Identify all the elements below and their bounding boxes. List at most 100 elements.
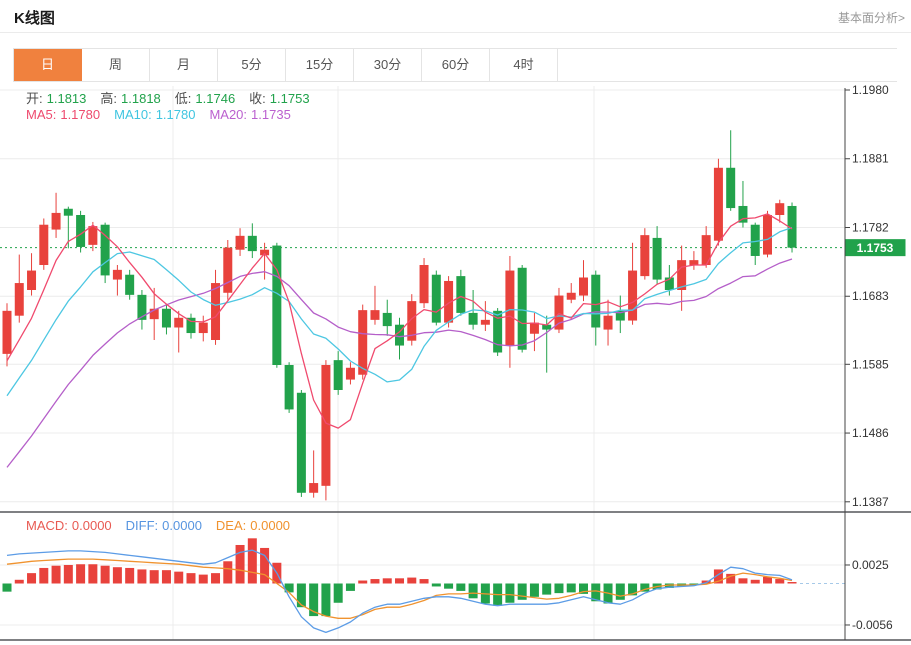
- candle-body: [689, 260, 699, 265]
- candle-body: [211, 283, 221, 340]
- candle-body: [345, 367, 355, 380]
- candle-body: [579, 277, 589, 296]
- candle-body: [174, 317, 184, 328]
- candle-body: [468, 312, 478, 325]
- candle-body: [51, 212, 61, 230]
- period-tab-6[interactable]: 60分: [422, 49, 490, 81]
- macd-bar: [762, 576, 772, 584]
- candle-body: [787, 205, 797, 248]
- candle-body: [640, 235, 650, 277]
- macd-bar: [542, 583, 552, 595]
- macd-bar: [14, 579, 24, 584]
- period-tab-3[interactable]: 5分: [218, 49, 286, 81]
- candle-body: [480, 319, 490, 325]
- candle-body: [186, 317, 196, 334]
- macd-bar: [260, 547, 270, 584]
- candle-body: [701, 235, 711, 265]
- candle-body: [395, 324, 405, 346]
- candle-body: [762, 214, 772, 255]
- ohlc-legend: 开: 1.1813 高: 1.1818 低: 1.1746 收: 1.1753: [26, 88, 324, 107]
- candle-body: [713, 167, 723, 241]
- macd-bar: [419, 579, 429, 584]
- candle-body: [382, 312, 392, 327]
- macd-bar: [309, 583, 319, 617]
- candle-body: [284, 364, 294, 410]
- macd-bar: [345, 583, 355, 591]
- candle-body: [628, 270, 638, 321]
- candle-body: [39, 224, 49, 265]
- ma10-line: [6, 226, 793, 397]
- y-axis-tick-label: 0.0025: [852, 558, 889, 572]
- macd-bar: [247, 538, 257, 584]
- y-axis-tick-label: 1.1387: [852, 495, 889, 509]
- candle-body: [456, 276, 466, 313]
- macd-bar: [39, 567, 49, 584]
- dea-line: [6, 558, 793, 619]
- y-axis-tick-label: 1.1486: [852, 426, 889, 440]
- macd-bar: [701, 580, 711, 584]
- candle-body: [566, 292, 576, 300]
- candle-body: [419, 264, 429, 304]
- macd-bar: [51, 565, 61, 584]
- candle-body: [63, 208, 73, 216]
- period-tab-4[interactable]: 15分: [286, 49, 354, 81]
- period-tab-5[interactable]: 30分: [354, 49, 422, 81]
- macd-bar: [529, 583, 539, 597]
- macd-bar: [174, 571, 184, 584]
- macd-bar: [235, 544, 245, 584]
- legend-label: DEA:: [215, 518, 247, 533]
- macd-bar: [137, 569, 147, 584]
- macd-bar: [431, 583, 441, 587]
- legend-value: 0.0000: [250, 518, 291, 533]
- candle-body: [370, 310, 380, 320]
- macd-bar: [628, 583, 638, 596]
- candle-body: [88, 226, 98, 245]
- macd-bar: [713, 569, 723, 584]
- macd-bar: [505, 583, 515, 603]
- macd-bar: [88, 564, 98, 584]
- candle-body: [125, 274, 135, 295]
- macd-bar: [689, 583, 699, 585]
- macd-bar: [787, 582, 797, 584]
- last-price-badge: [845, 239, 906, 257]
- candle-body: [309, 483, 319, 493]
- macd-bar: [726, 573, 736, 584]
- candle-body: [738, 205, 748, 223]
- candle-body: [14, 283, 24, 316]
- macd-bar: [664, 583, 674, 588]
- candle-body: [2, 310, 12, 354]
- legend-value: 1.1746: [195, 91, 236, 106]
- period-tab-1[interactable]: 周: [82, 49, 150, 81]
- candle-body: [493, 310, 503, 353]
- macd-bar: [395, 578, 405, 584]
- fundamental-analysis-link[interactable]: 基本面分析>: [837, 11, 905, 25]
- candle-body: [652, 237, 662, 280]
- period-tab-2[interactable]: 月: [150, 49, 218, 81]
- candle-body: [358, 310, 368, 375]
- legend-value: 0.0000: [71, 518, 112, 533]
- candle-body: [296, 392, 306, 493]
- header-divider: [0, 32, 911, 33]
- candle-body: [321, 364, 331, 486]
- legend-value: 0.0000: [162, 518, 202, 533]
- legend-label: MACD:: [26, 518, 68, 533]
- candle-body: [235, 235, 245, 250]
- macd-bar: [2, 583, 12, 592]
- candle-body: [27, 270, 37, 290]
- candle-body: [677, 260, 687, 290]
- period-tabbar: 日周月 5分 15分 30分 60分 4时: [13, 48, 897, 82]
- macd-bar: [223, 561, 233, 584]
- macd-bar: [149, 570, 159, 584]
- last-price-badge-value: 1.1753: [857, 241, 894, 255]
- macd-legend: MACD: 0.0000 DIFF: 0.0000 DEA: 0.0000: [26, 518, 304, 533]
- macd-bar: [382, 578, 392, 584]
- period-tab-0[interactable]: 日: [14, 49, 82, 81]
- legend-label: 收:: [249, 91, 266, 106]
- candle-body: [505, 270, 515, 346]
- macd-bar: [125, 567, 135, 584]
- macd-bar: [456, 583, 466, 591]
- period-tab-7[interactable]: 4时: [490, 49, 558, 81]
- y-axis-tick-label: 1.1980: [852, 83, 889, 97]
